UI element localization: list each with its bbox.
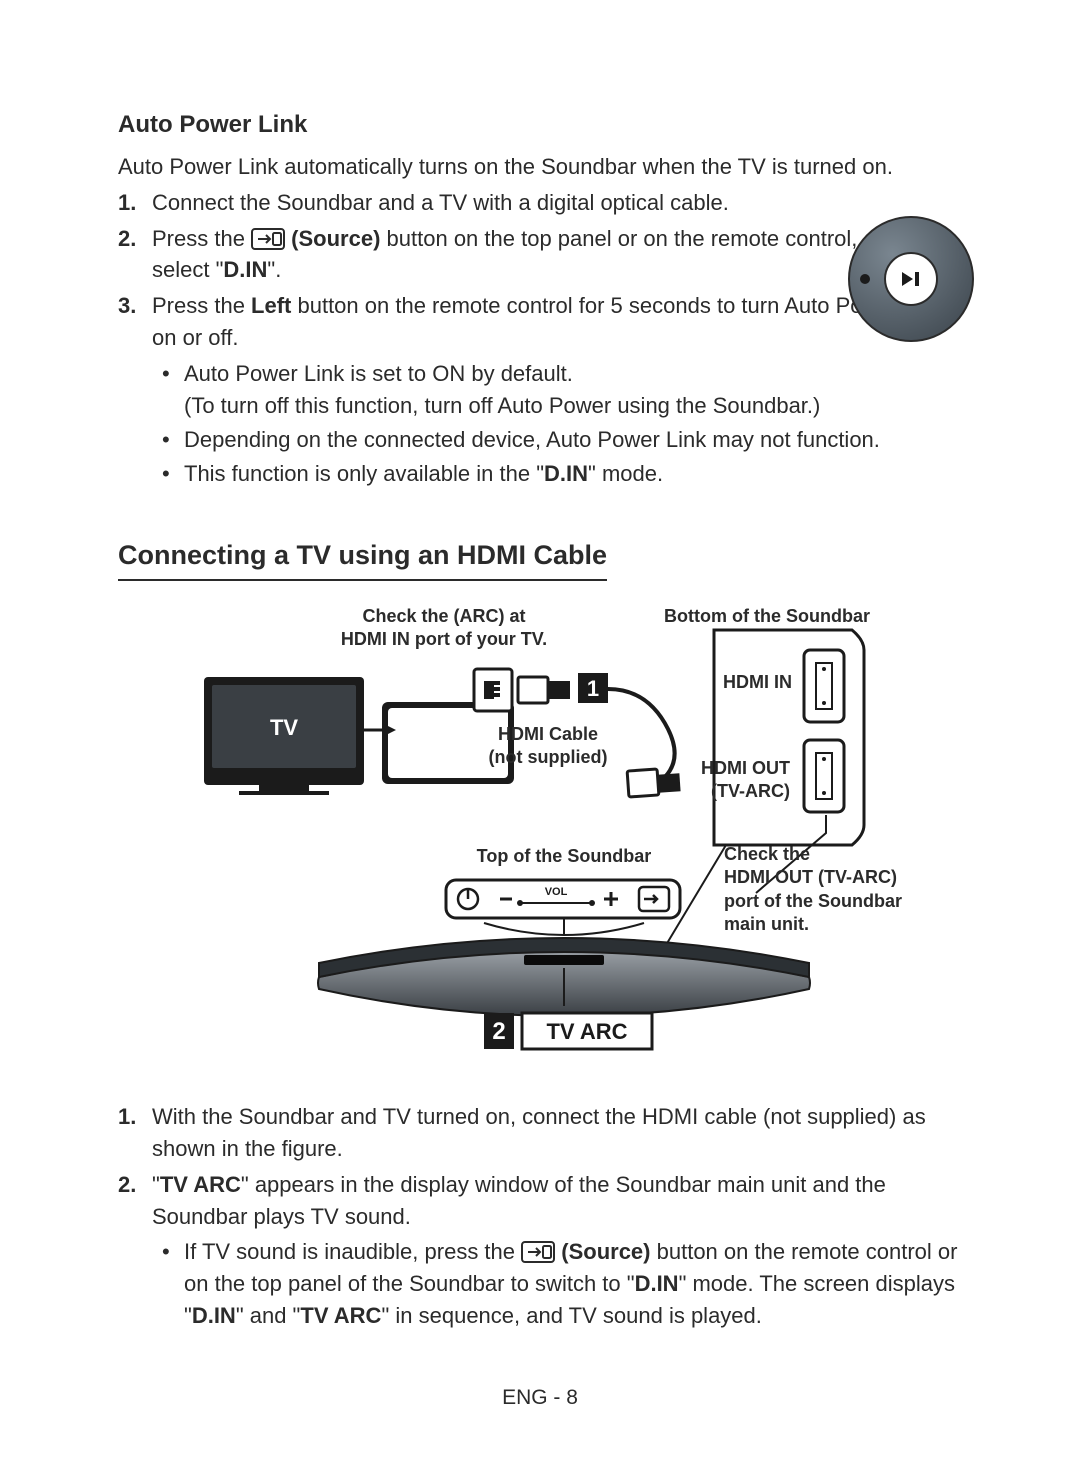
auto-power-link-intro: Auto Power Link automatically turns on t…: [118, 151, 970, 183]
bullet-3-pre: This function is only available in the ": [184, 461, 544, 486]
hb-din1: D.IN: [635, 1271, 679, 1296]
auto-power-link-steps: 1. Connect the Soundbar and a TV with a …: [118, 187, 970, 490]
step-3-pre: Press the: [152, 293, 251, 318]
soundbar-top-panel: VOL: [446, 880, 680, 918]
auto-power-link-heading: Auto Power Link: [118, 108, 970, 143]
tv-illustration: TV: [204, 677, 364, 795]
step-3-left: Left: [251, 293, 291, 318]
hdmi-plug-1: [518, 677, 570, 703]
step-1-text: Connect the Soundbar and a TV with a dig…: [152, 190, 729, 215]
page-footer: ENG - 8: [0, 1383, 1080, 1413]
hb-source: (Source): [561, 1239, 650, 1264]
bullet-1: Auto Power Link is set to ON by default.…: [180, 358, 970, 422]
hdmi-step-2-bullets: If TV sound is inaudible, press the (Sou…: [152, 1236, 970, 1332]
step-2: 2. Press the (Source) button on the top …: [146, 223, 970, 287]
hdmi-step-1-text: With the Soundbar and TV turned on, conn…: [152, 1104, 926, 1161]
hdmi-bullet: If TV sound is inaudible, press the (Sou…: [180, 1236, 970, 1332]
bullet-1-l2: (To turn off this function, turn off Aut…: [184, 393, 820, 418]
svg-text:2: 2: [492, 1018, 505, 1045]
bullet-3-post: " mode.: [588, 461, 663, 486]
label-bottom-soundbar: Bottom of the Soundbar: [652, 605, 882, 628]
svg-text:1: 1: [587, 676, 599, 701]
hb-din2: D.IN: [192, 1303, 236, 1328]
controller-button-illustration: [848, 216, 974, 342]
source-icon: [251, 227, 285, 249]
hdmi-steps: 1. With the Soundbar and TV turned on, c…: [118, 1101, 970, 1332]
hb-tail: " in sequence, and TV sound is played.: [381, 1303, 761, 1328]
hb-pre: If TV sound is inaudible, press the: [184, 1239, 521, 1264]
hb-mid3: " and ": [236, 1303, 301, 1328]
hdmi-step-1: 1. With the Soundbar and TV turned on, c…: [146, 1101, 970, 1165]
step-2-source: (Source): [291, 226, 380, 251]
label-hdmi-out: HDMI OUT (TV-ARC): [670, 757, 790, 804]
hdmi-section-heading: Connecting a TV using an HDMI Cable: [118, 536, 607, 581]
label-hdmi-in: HDMI IN: [682, 671, 792, 694]
bullet-2: Depending on the connected device, Auto …: [180, 424, 970, 456]
hdmi-step-2-pre: ": [152, 1172, 160, 1197]
step-3-bullets: Auto Power Link is set to ON by default.…: [152, 358, 970, 490]
label-hdmi-cable: HDMI Cable (not supplied): [478, 723, 618, 770]
step-2-din: D.IN: [223, 257, 267, 282]
label-check-hdmi-out: Check the HDMI OUT (TV-ARC) port of the …: [724, 843, 924, 937]
hdmi-step-2-post: " appears in the display window of the S…: [152, 1172, 886, 1229]
source-icon: [521, 1240, 555, 1262]
step-3: 3. Press the Left button on the remote c…: [146, 290, 970, 489]
hdmi-step-2: 2. "TV ARC" appears in the display windo…: [146, 1169, 970, 1332]
svg-text:TV ARC: TV ARC: [546, 1019, 627, 1044]
bullet-3: This function is only available in the "…: [180, 458, 970, 490]
soundbar-bottom-panel: [714, 630, 864, 845]
label-check-arc: Check the (ARC) at HDMI IN port of your …: [324, 605, 564, 652]
bullet-3-din: D.IN: [544, 461, 588, 486]
step-2-pre: Press the: [152, 226, 251, 251]
step-2-tail: ".: [267, 257, 281, 282]
diagram-step-1-marker: 1: [578, 673, 608, 703]
hdmi-step-2-tvarc: TV ARC: [160, 1172, 241, 1197]
step-1: 1. Connect the Soundbar and a TV with a …: [146, 187, 970, 219]
hb-tvarc: TV ARC: [300, 1303, 381, 1328]
svg-text:TV: TV: [270, 715, 298, 740]
svg-text:VOL: VOL: [545, 886, 568, 898]
hdmi-connection-diagram: TV 1: [184, 605, 904, 1055]
bullet-1-l1: Auto Power Link is set to ON by default.: [184, 361, 573, 386]
label-top-soundbar: Top of the Soundbar: [464, 845, 664, 868]
